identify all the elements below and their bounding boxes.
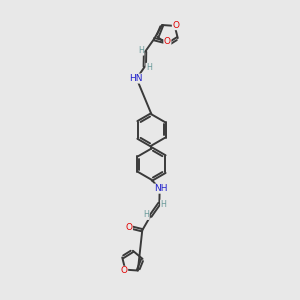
Text: H: H: [146, 63, 152, 72]
Text: O: O: [121, 266, 128, 275]
Text: O: O: [164, 37, 171, 46]
Text: H: H: [160, 200, 166, 209]
Text: O: O: [172, 21, 179, 30]
Text: H: H: [138, 46, 144, 55]
Text: H: H: [143, 210, 149, 219]
Text: HN: HN: [129, 74, 142, 83]
Text: NH: NH: [154, 184, 167, 193]
Text: O: O: [125, 223, 132, 232]
